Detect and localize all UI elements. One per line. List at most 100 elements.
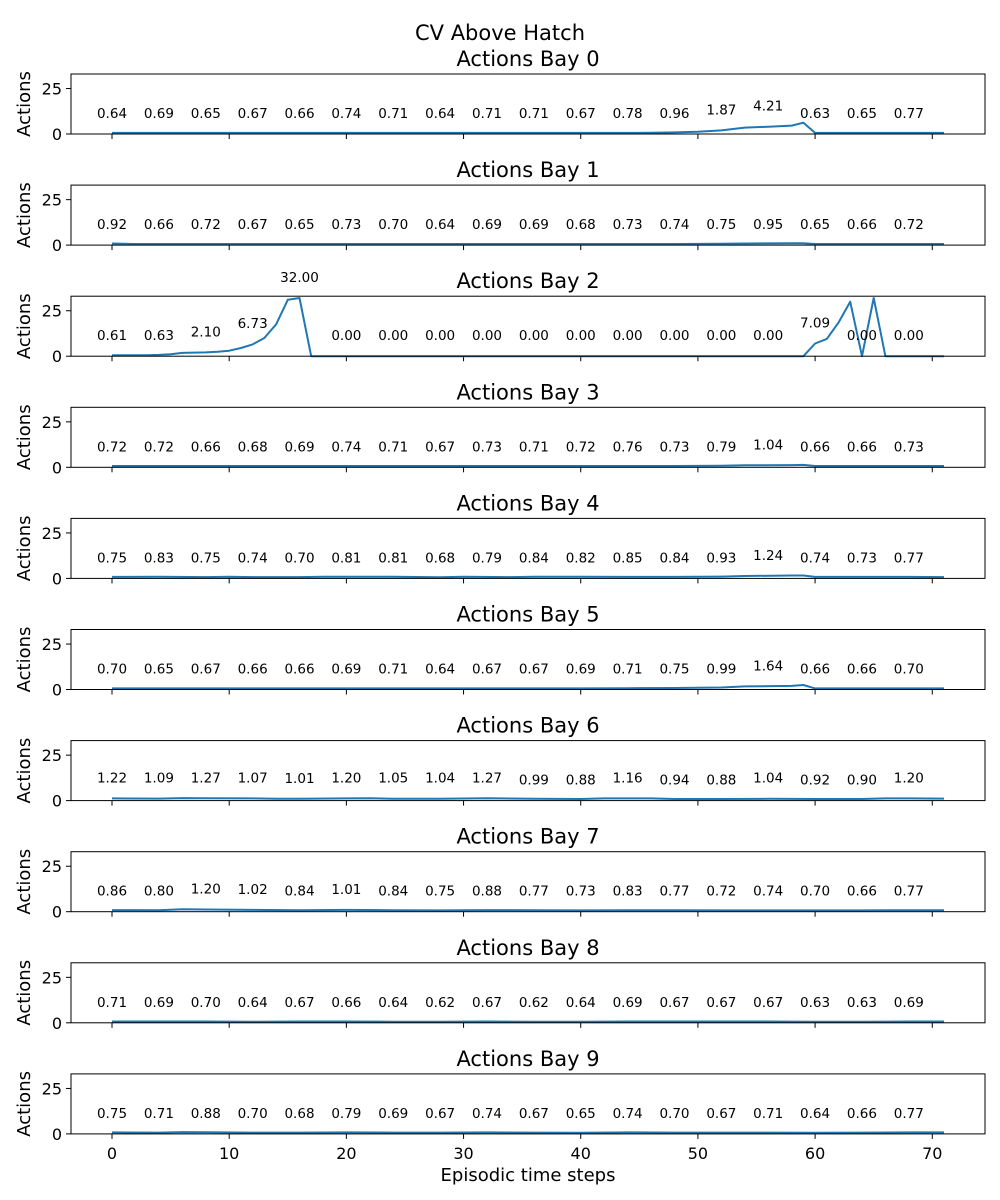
data-label: 0.73 xyxy=(331,217,361,233)
y-axis-label: Actions xyxy=(14,404,35,470)
y-tick-label: 25 xyxy=(42,524,62,543)
data-label: 0.76 xyxy=(613,439,643,455)
data-label: 0.69 xyxy=(472,217,502,233)
data-label: 0.67 xyxy=(191,662,221,678)
data-label: 32.00 xyxy=(280,270,319,286)
data-label: 0.67 xyxy=(519,662,549,678)
y-axis-label: Actions xyxy=(14,71,35,137)
data-label: 1.87 xyxy=(706,103,736,119)
data-label: 0.69 xyxy=(613,995,643,1011)
data-label: 0.88 xyxy=(472,884,502,900)
data-label: 0.69 xyxy=(519,217,549,233)
data-label: 0.73 xyxy=(472,439,502,455)
data-label: 0.71 xyxy=(472,106,502,122)
data-label: 0.80 xyxy=(144,884,174,900)
y-tick-label: 0 xyxy=(52,458,62,477)
data-label: 7.09 xyxy=(800,315,830,331)
data-label: 1.04 xyxy=(753,437,783,453)
data-label: 0.88 xyxy=(191,1106,221,1122)
x-tick-label: 0 xyxy=(107,1144,117,1163)
x-tick-label: 60 xyxy=(805,1144,825,1163)
data-label: 0.63 xyxy=(800,106,830,122)
panel-title: Actions Bay 6 xyxy=(456,714,599,738)
plot-frame xyxy=(70,295,986,357)
data-label: 0.72 xyxy=(191,217,221,233)
y-tick-label: 25 xyxy=(42,746,62,765)
panels: Actions Bay 0 Actions 0 25 0.64 0.69 0.65 0.67 0… xyxy=(14,47,986,1144)
data-label: 0.66 xyxy=(847,217,877,233)
panel-bay-4: Actions Bay 4 Actions 0 25 0.75 0.83 0.75 0.74 0… xyxy=(14,491,986,588)
data-label: 0.71 xyxy=(378,662,408,678)
data-label: 0.71 xyxy=(144,1106,174,1122)
data-label: 0.62 xyxy=(425,995,455,1011)
data-label: 0.70 xyxy=(238,1106,268,1122)
data-label: 1.27 xyxy=(472,770,502,786)
panel-bay-7: Actions Bay 7 Actions 0 25 0.86 0.80 1.20 1.02 0… xyxy=(14,825,986,922)
data-label: 0.67 xyxy=(425,439,455,455)
data-label: 0.74 xyxy=(659,217,689,233)
data-label: 0.66 xyxy=(847,1106,877,1122)
data-label: 0.74 xyxy=(753,884,783,900)
data-label: 0.00 xyxy=(894,328,924,344)
data-label: 0.79 xyxy=(331,1106,361,1122)
plot-frame xyxy=(70,851,986,913)
data-label: 0.00 xyxy=(659,328,689,344)
plot-frame xyxy=(70,517,986,579)
data-label: 0.65 xyxy=(566,1106,596,1122)
y-tick-label: 25 xyxy=(42,1079,62,1098)
data-label: 0.00 xyxy=(378,328,408,344)
data-label: 0.95 xyxy=(753,217,783,233)
data-label: 0.79 xyxy=(706,439,736,455)
data-label: 0.67 xyxy=(566,106,596,122)
data-label: 1.64 xyxy=(753,659,783,675)
data-label: 0.70 xyxy=(97,662,127,678)
data-label: 0.00 xyxy=(519,328,549,344)
data-label: 0.00 xyxy=(753,328,783,344)
data-label: 1.20 xyxy=(191,882,221,898)
y-tick-label: 0 xyxy=(52,125,62,144)
data-label: 0.86 xyxy=(97,884,127,900)
y-tick-label: 25 xyxy=(42,413,62,432)
panel-title: Actions Bay 9 xyxy=(456,1047,599,1071)
data-label: 0.67 xyxy=(753,995,783,1011)
plot-frame xyxy=(70,184,986,246)
data-label: 0.99 xyxy=(706,662,736,678)
data-label: 0.77 xyxy=(894,106,924,122)
data-label: 1.24 xyxy=(753,548,783,564)
data-label: 0.63 xyxy=(144,328,174,344)
panel-title: Actions Bay 3 xyxy=(456,380,599,404)
y-tick-label: 25 xyxy=(42,191,62,210)
data-label: 0.73 xyxy=(566,884,596,900)
plot-frame xyxy=(70,962,986,1024)
data-label: 0.74 xyxy=(472,1106,502,1122)
y-axis-label: Actions xyxy=(14,293,35,359)
data-label: 0.74 xyxy=(331,439,361,455)
panel-bay-0: Actions Bay 0 Actions 0 25 0.64 0.69 0.65 0.67 0… xyxy=(14,47,986,144)
data-label: 0.75 xyxy=(97,1106,127,1122)
data-label: 0.61 xyxy=(97,328,127,344)
data-label: 0.71 xyxy=(519,106,549,122)
data-label: 0.69 xyxy=(144,106,174,122)
data-label: 1.02 xyxy=(238,882,268,898)
data-label: 1.01 xyxy=(331,882,361,898)
data-label: 0.00 xyxy=(331,328,361,344)
data-label: 1.07 xyxy=(238,771,268,787)
data-label: 1.09 xyxy=(144,771,174,787)
data-label: 0.93 xyxy=(706,550,736,566)
series-line xyxy=(111,242,944,245)
data-label: 0.79 xyxy=(472,550,502,566)
data-label: 0.67 xyxy=(238,106,268,122)
data-label: 0.92 xyxy=(97,217,127,233)
y-tick-label: 25 xyxy=(42,857,62,876)
series-line xyxy=(111,1131,944,1134)
series-line xyxy=(112,684,944,690)
series-line xyxy=(112,121,944,134)
x-axis: 0 10 20 30 40 50 60 70 xyxy=(107,1144,943,1163)
x-tick-label: 70 xyxy=(922,1144,942,1163)
series-line xyxy=(111,908,944,912)
figure-title: CV Above Hatch xyxy=(415,21,585,45)
y-tick-label: 0 xyxy=(52,903,62,922)
y-tick-label: 25 xyxy=(42,968,62,987)
data-label: 2.10 xyxy=(191,324,221,340)
